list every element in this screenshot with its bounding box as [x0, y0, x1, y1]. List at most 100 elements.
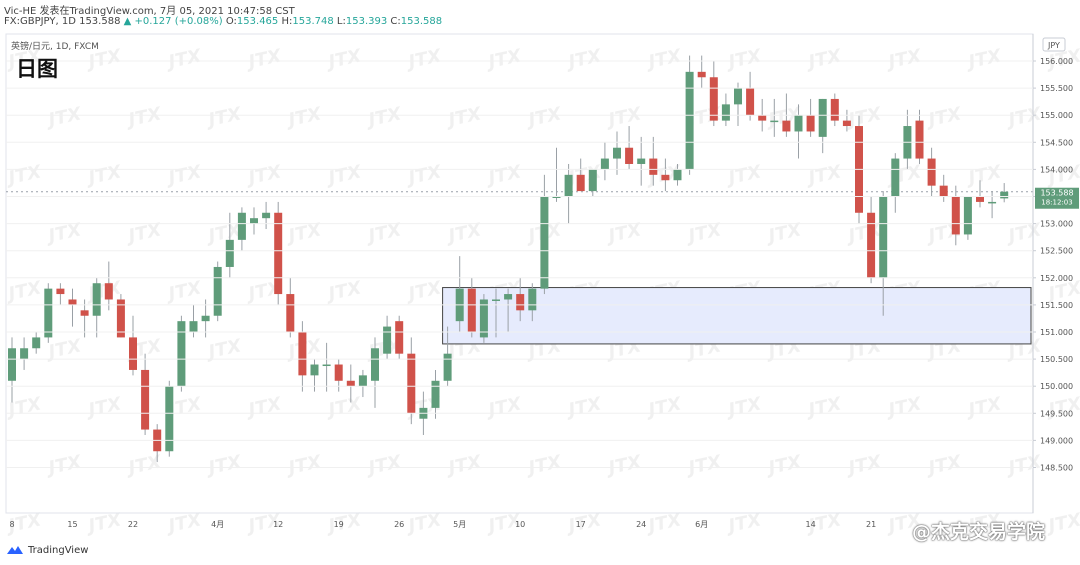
watermark-text: JTX	[44, 103, 85, 131]
open-value: 153.465	[236, 16, 279, 27]
watermark-text: JTX	[804, 161, 845, 189]
candle-body	[540, 196, 549, 289]
candle-body	[576, 174, 585, 192]
x-tick-label: 21	[866, 520, 876, 529]
y-tick-label: 149.500	[1040, 409, 1073, 418]
watermark-text: JTX	[44, 451, 85, 479]
bullish-candle	[262, 201, 271, 230]
candle-body	[371, 348, 379, 381]
watermark-text: JTX	[204, 103, 245, 131]
watermark-text: JTX	[404, 509, 445, 537]
bullish-candle	[770, 98, 779, 137]
chart-header-ohlc: FX:GBPJPY, 1D 153.588 ▲ +0.127 (+0.08%) …	[4, 16, 442, 27]
bearish-candle	[516, 277, 525, 322]
watermark-text: JTX	[484, 393, 525, 421]
candle-body	[56, 288, 65, 295]
watermark-text: JTX	[284, 103, 325, 131]
watermark-text: JTX	[644, 509, 685, 537]
candle-body	[346, 380, 355, 387]
candle-body	[201, 315, 210, 322]
bullish-candle	[92, 277, 101, 338]
watermark-text: JTX	[204, 451, 245, 479]
watermark-text: JTX	[404, 161, 445, 189]
tradingview-logo[interactable]: TradingView	[6, 544, 88, 556]
watermark-text: JTX	[884, 393, 925, 421]
bearish-candle	[407, 337, 416, 425]
x-tick-label: 24	[636, 520, 646, 529]
candle-body	[68, 299, 77, 305]
watermark-text: JTX	[324, 509, 365, 537]
watermark-text: JTX	[964, 393, 1005, 421]
candle-body	[383, 326, 392, 354]
watermark-text: JTX	[444, 451, 485, 479]
bullish-candle	[988, 191, 997, 219]
bullish-candle	[637, 136, 646, 186]
bearish-candle	[915, 109, 924, 164]
candle-body	[951, 196, 960, 235]
candle-body	[613, 147, 621, 159]
candle-body	[685, 71, 694, 170]
bullish-candle	[322, 342, 331, 392]
bullish-candle	[250, 207, 258, 235]
last-price-box	[1035, 187, 1079, 209]
candle-body	[298, 332, 307, 376]
candle-body	[213, 266, 222, 316]
x-tick-label: 17	[576, 520, 586, 529]
support-zone-layer	[442, 287, 1032, 345]
candle-body	[564, 174, 573, 197]
watermark-text: JTX	[324, 393, 365, 421]
high-label: H:	[281, 16, 293, 27]
watermark-text: JTX	[364, 103, 405, 131]
bearish-candle	[576, 158, 585, 192]
y-tick-label: 151.000	[1040, 328, 1073, 337]
bearish-candle	[80, 299, 89, 338]
candle-body	[334, 364, 343, 381]
bullish-candle	[794, 104, 803, 159]
bearish-candle	[746, 71, 755, 121]
candle-body	[286, 294, 295, 332]
x-tick-label: 12	[273, 520, 283, 529]
x-tick-label: 26	[394, 520, 404, 529]
candle-body	[867, 212, 876, 278]
bullish-candle	[8, 337, 16, 403]
x-tick-label: 8	[9, 520, 14, 529]
bullish-candle	[891, 153, 900, 213]
candle-body	[697, 71, 706, 78]
candle-body	[395, 321, 404, 354]
watermark-text: JTX	[1004, 451, 1045, 479]
candle-body	[988, 201, 997, 204]
y-tick-label: 151.500	[1040, 301, 1073, 310]
candle-body	[8, 348, 16, 381]
currency-badge	[1042, 37, 1066, 52]
bullish-candle	[903, 109, 912, 170]
watermark-text: JTX	[804, 393, 845, 421]
candle-body	[443, 353, 452, 381]
candle-body	[649, 158, 658, 175]
watermark-text: JTX	[404, 45, 445, 73]
bullish-candle	[177, 315, 186, 392]
candle-body	[625, 147, 634, 164]
bearish-candle	[129, 315, 137, 376]
candle-body	[915, 120, 924, 159]
candle-body	[129, 337, 137, 370]
bullish-candle	[721, 93, 730, 127]
watermark-text: JTX	[124, 451, 165, 479]
symbol-price: FX:GBPJPY, 1D 153.588	[4, 16, 121, 27]
candle-body	[1000, 191, 1009, 199]
brand-label: TradingView	[28, 544, 89, 556]
candle-body	[189, 321, 198, 332]
bearish-candle	[68, 288, 77, 327]
watermark-text: JTX	[604, 103, 645, 131]
watermark-text: JTX	[164, 277, 205, 305]
bullish-candle	[818, 98, 827, 154]
high-value: 153.748	[292, 16, 334, 27]
watermark-text: JTX	[524, 103, 565, 131]
time-axis: 8 15 22 4月 12 19 26 5月 10 17 24 6月 14 21	[9, 520, 876, 529]
bearish-candle	[286, 277, 295, 338]
bullish-candle	[1000, 183, 1009, 203]
watermark-text: JTX	[484, 45, 525, 73]
bullish-candle	[189, 304, 198, 338]
bearish-candle	[274, 201, 283, 305]
bearish-candle	[141, 353, 150, 435]
